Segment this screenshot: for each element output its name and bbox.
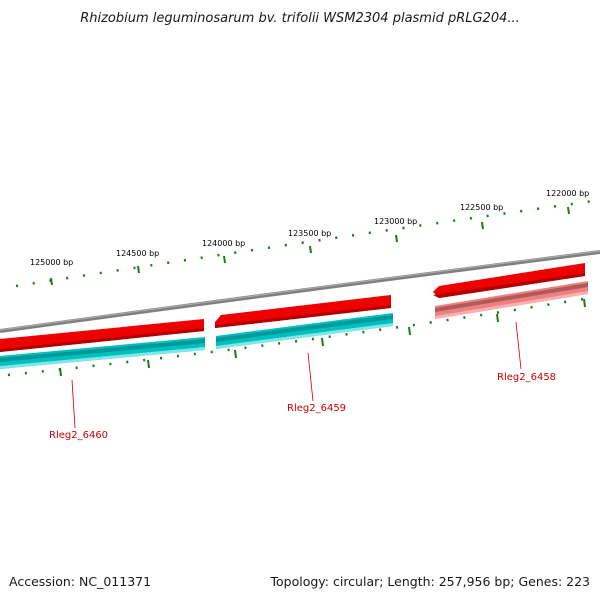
tick-label-124500: 124500 bp <box>116 249 159 258</box>
map-title: Rhizobium leguminosarum bv. trifolii WSM… <box>80 11 520 26</box>
topology-summary-text: Topology: circular; Length: 257,956 bp; … <box>270 574 591 589</box>
tick-label-124000: 124000 bp <box>202 239 245 248</box>
cds-rleg2-6459[interactable] <box>215 295 391 328</box>
leader-line-rleg2-6458 <box>515 321 522 370</box>
inner-tick-row <box>7 296 591 377</box>
cds-rleg2-6458[interactable] <box>433 263 585 298</box>
tick-label-122000: 122000 bp <box>546 189 589 198</box>
gene-label-rleg2-6458[interactable]: Rleg2_6458 <box>497 372 556 383</box>
major-tick-124000 <box>223 255 226 264</box>
minor-ticks-outer <box>15 198 600 288</box>
major-tick-124500 <box>137 265 140 274</box>
major-tick-123000 <box>395 234 398 243</box>
tick-label-122500: 122500 bp <box>460 203 503 212</box>
major-tick-122000 <box>567 206 570 215</box>
tick-label-123000: 123000 bp <box>374 217 417 226</box>
leader-line-rleg2-6459 <box>307 352 314 402</box>
major-tick-125000 <box>50 277 53 286</box>
leader-line-rleg2-6460 <box>71 379 76 429</box>
tick-label-125000: 125000 bp <box>30 258 73 267</box>
accession-text: Accession: NC_011371 <box>9 574 152 589</box>
major-tick-123500 <box>309 245 312 254</box>
gene-label-rleg2-6460[interactable]: Rleg2_6460 <box>49 430 108 441</box>
outer-tick-row <box>15 198 600 288</box>
major-tick-122500 <box>481 221 484 230</box>
tick-label-123500: 123500 bp <box>288 229 331 238</box>
backbone-arc <box>0 250 600 333</box>
gene-label-rleg2-6459[interactable]: Rleg2_6459 <box>287 403 346 414</box>
